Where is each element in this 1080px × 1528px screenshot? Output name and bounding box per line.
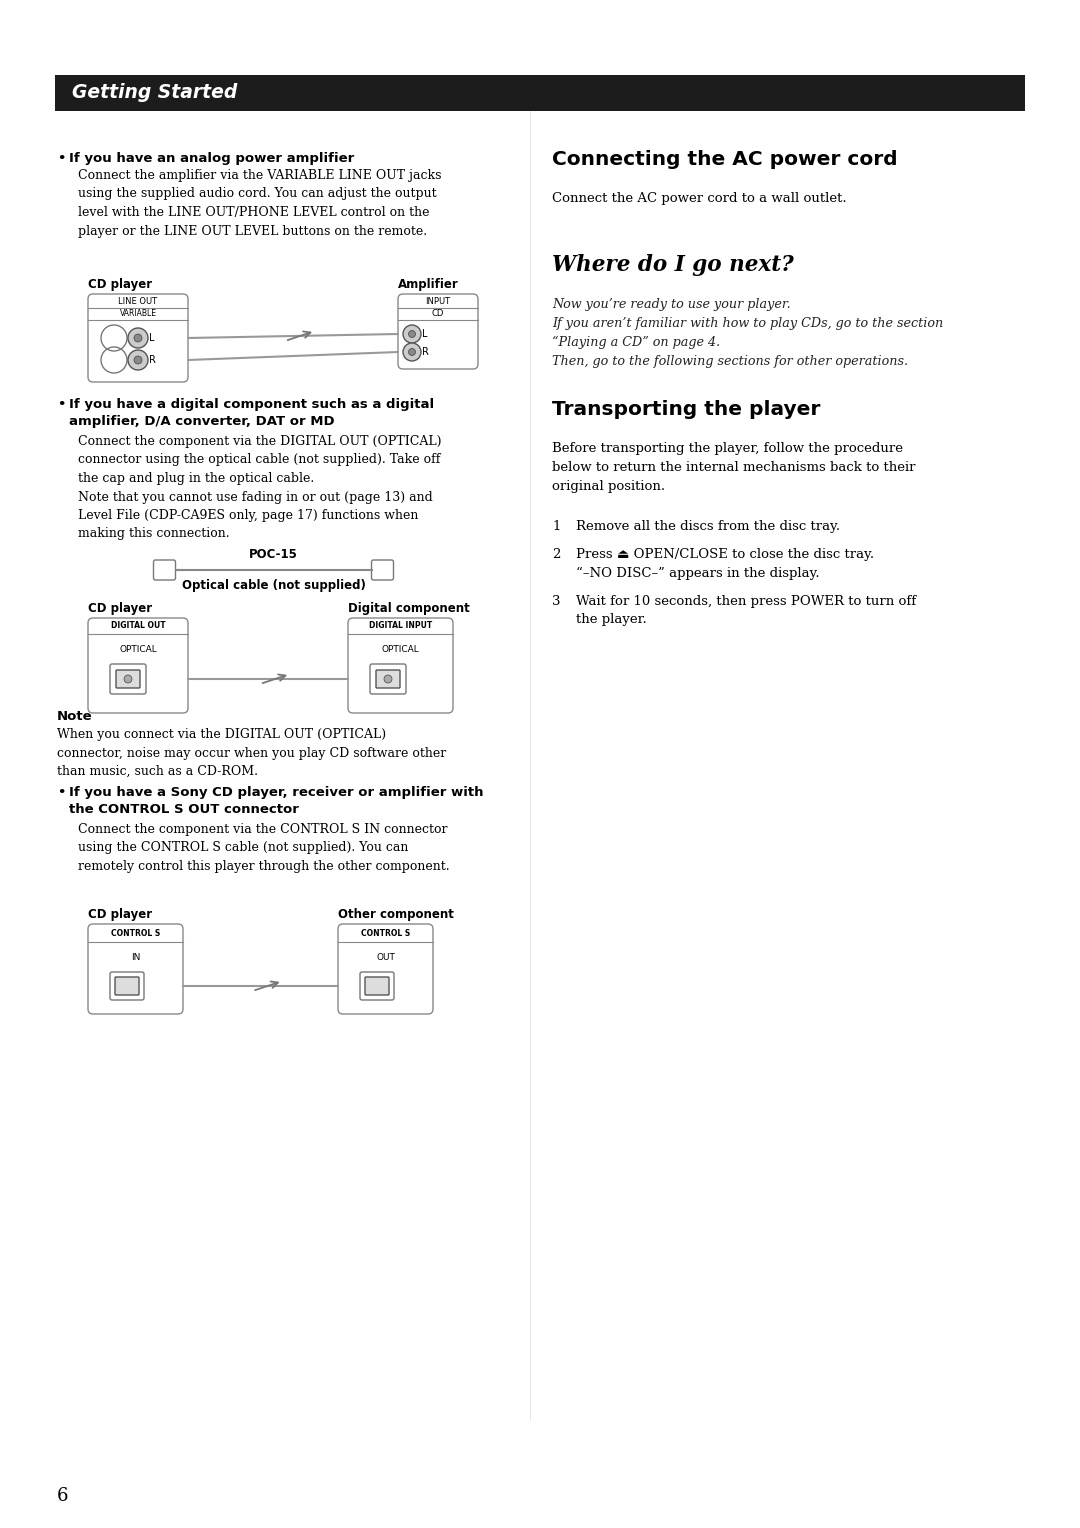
Text: Transporting the player: Transporting the player: [552, 400, 821, 419]
Text: L: L: [149, 333, 154, 342]
Text: R: R: [149, 354, 156, 365]
Text: Before transporting the player, follow the procedure
below to return the interna: Before transporting the player, follow t…: [552, 442, 916, 494]
Text: Amplifier: Amplifier: [399, 278, 459, 290]
Circle shape: [134, 335, 141, 342]
Text: 3: 3: [552, 594, 561, 608]
FancyBboxPatch shape: [338, 924, 433, 1015]
Text: Note: Note: [57, 711, 93, 723]
Text: Getting Started: Getting Started: [72, 84, 238, 102]
Text: 2: 2: [552, 549, 561, 561]
Text: If you have an analog power amplifier: If you have an analog power amplifier: [69, 151, 354, 165]
Bar: [55, 75, 1025, 112]
Text: IN: IN: [131, 952, 140, 961]
Text: CD player: CD player: [87, 278, 152, 290]
Text: Connect the amplifier via the VARIABLE LINE OUT jacks
using the supplied audio c: Connect the amplifier via the VARIABLE L…: [78, 170, 442, 237]
Text: If you have a Sony CD player, receiver or amplifier with
the CONTROL S OUT conne: If you have a Sony CD player, receiver o…: [69, 785, 484, 816]
Text: Then, go to the following sections for other operations.: Then, go to the following sections for o…: [552, 354, 908, 368]
Text: DIGITAL INPUT: DIGITAL INPUT: [369, 622, 432, 631]
FancyBboxPatch shape: [116, 669, 140, 688]
Text: Where do I go next?: Where do I go next?: [552, 254, 794, 277]
Text: L: L: [422, 329, 428, 339]
Circle shape: [384, 675, 392, 683]
FancyBboxPatch shape: [110, 972, 144, 999]
Text: If you aren’t familiar with how to play CDs, go to the section: If you aren’t familiar with how to play …: [552, 316, 943, 330]
FancyBboxPatch shape: [399, 293, 478, 368]
Text: Now you’re ready to use your player.: Now you’re ready to use your player.: [552, 298, 791, 312]
Circle shape: [129, 329, 148, 348]
Circle shape: [403, 342, 421, 361]
Circle shape: [134, 356, 141, 364]
Text: •: •: [57, 151, 66, 165]
Text: VARIABLE: VARIABLE: [120, 310, 157, 318]
Text: Other component: Other component: [338, 908, 454, 921]
Text: OPTICAL: OPTICAL: [381, 645, 419, 654]
Circle shape: [403, 325, 421, 342]
FancyBboxPatch shape: [114, 976, 139, 995]
FancyBboxPatch shape: [87, 293, 188, 382]
FancyBboxPatch shape: [87, 924, 183, 1015]
Text: 1: 1: [552, 520, 561, 533]
Text: Optical cable (not supplied): Optical cable (not supplied): [181, 579, 365, 593]
Text: Press ⏏ OPEN/CLOSE to close the disc tray.
“–NO DISC–” appears in the display.: Press ⏏ OPEN/CLOSE to close the disc tra…: [576, 549, 874, 579]
Text: OUT: OUT: [376, 952, 395, 961]
Text: “Playing a CD” on page 4.: “Playing a CD” on page 4.: [552, 336, 720, 350]
Text: Wait for 10 seconds, then press POWER to turn off
the player.: Wait for 10 seconds, then press POWER to…: [576, 594, 916, 626]
Text: INPUT: INPUT: [426, 296, 450, 306]
Text: Connect the component via the DIGITAL OUT (OPTICAL)
connector using the optical : Connect the component via the DIGITAL OU…: [78, 435, 442, 541]
FancyBboxPatch shape: [365, 976, 389, 995]
FancyBboxPatch shape: [87, 617, 188, 714]
Text: LINE OUT: LINE OUT: [119, 296, 158, 306]
Text: Connect the AC power cord to a wall outlet.: Connect the AC power cord to a wall outl…: [552, 193, 847, 205]
Text: 6: 6: [57, 1487, 68, 1505]
FancyBboxPatch shape: [370, 665, 406, 694]
Text: R: R: [422, 347, 429, 358]
Text: Connecting the AC power cord: Connecting the AC power cord: [552, 150, 897, 170]
Circle shape: [408, 330, 416, 338]
FancyBboxPatch shape: [153, 559, 175, 581]
FancyBboxPatch shape: [360, 972, 394, 999]
Text: Connect the component via the CONTROL S IN connector
using the CONTROL S cable (: Connect the component via the CONTROL S …: [78, 824, 449, 872]
FancyBboxPatch shape: [110, 665, 146, 694]
Text: Digital component: Digital component: [348, 602, 470, 614]
Text: When you connect via the DIGITAL OUT (OPTICAL)
connector, noise may occur when y: When you connect via the DIGITAL OUT (OP…: [57, 727, 446, 778]
Text: OPTICAL: OPTICAL: [119, 645, 157, 654]
Text: CONTROL S: CONTROL S: [361, 929, 410, 938]
Circle shape: [408, 348, 416, 356]
Circle shape: [124, 675, 132, 683]
Text: CONTROL S: CONTROL S: [111, 929, 160, 938]
Text: •: •: [57, 785, 66, 799]
Text: DIGITAL OUT: DIGITAL OUT: [110, 622, 165, 631]
FancyBboxPatch shape: [376, 669, 400, 688]
Text: CD: CD: [432, 310, 444, 318]
Text: POC-15: POC-15: [249, 547, 298, 561]
FancyBboxPatch shape: [348, 617, 453, 714]
Text: CD player: CD player: [87, 908, 152, 921]
Circle shape: [129, 350, 148, 370]
Text: CD player: CD player: [87, 602, 152, 614]
Text: If you have a digital component such as a digital
amplifier, D/A converter, DAT : If you have a digital component such as …: [69, 397, 434, 428]
FancyBboxPatch shape: [372, 559, 393, 581]
Text: Remove all the discs from the disc tray.: Remove all the discs from the disc tray.: [576, 520, 840, 533]
Text: •: •: [57, 397, 66, 411]
